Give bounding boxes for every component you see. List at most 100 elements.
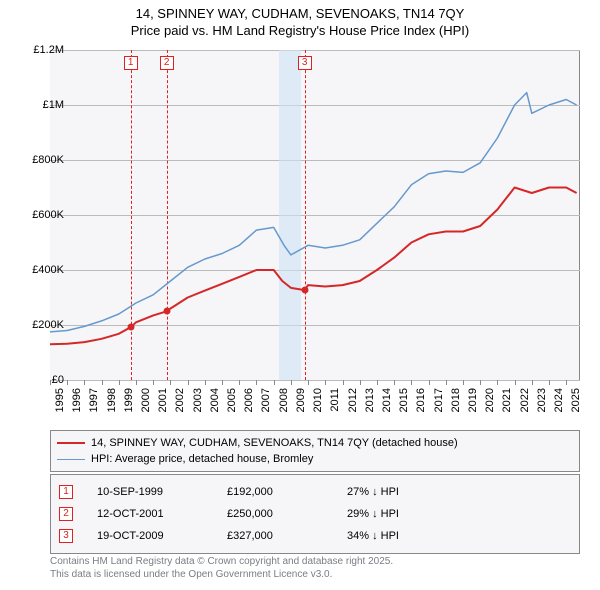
x-tick <box>343 380 344 385</box>
sales-table: 1 10-SEP-1999£192,00027% ↓ HPI 2 12-OCT-200… <box>50 474 580 554</box>
x-tick-label: 1996 <box>71 388 83 412</box>
x-tick <box>480 380 481 385</box>
x-tick-label: 2005 <box>226 388 238 412</box>
x-tick <box>274 380 275 385</box>
x-tick-label: 2011 <box>329 388 341 412</box>
x-tick <box>239 380 240 385</box>
x-tick <box>325 380 326 385</box>
sales-row: 2 12-OCT-2001£250,00029% ↓ HPI <box>59 503 571 525</box>
sales-date: 19-OCT-2009 <box>97 530 227 542</box>
plot-area: 123 199519961997199819992000200120022003… <box>50 50 580 380</box>
x-tick <box>170 380 171 385</box>
sales-date: 12-OCT-2001 <box>97 508 227 520</box>
x-tick-label: 2016 <box>415 388 427 412</box>
legend-label: 14, SPINNEY WAY, CUDHAM, SEVENOAKS, TN14… <box>91 437 458 449</box>
chart-container: 14, SPINNEY WAY, CUDHAM, SEVENOAKS, TN14… <box>0 0 600 590</box>
x-tick-label: 1998 <box>106 388 118 412</box>
series-hpi <box>50 93 577 332</box>
title-line-2: Price paid vs. HM Land Registry's House … <box>0 23 600 40</box>
event-marker: 2 <box>160 56 174 70</box>
legend: 14, SPINNEY WAY, CUDHAM, SEVENOAKS, TN14… <box>50 430 580 472</box>
legend-item: HPI: Average price, detached house, Brom… <box>57 451 573 467</box>
x-tick <box>549 380 550 385</box>
y-tick-label: £0 <box>18 374 64 386</box>
x-tick-label: 2024 <box>553 388 565 412</box>
legend-label: HPI: Average price, detached house, Brom… <box>91 453 313 465</box>
series-price_paid <box>50 188 577 345</box>
sales-pct: 27% ↓ HPI <box>347 486 457 498</box>
x-tick-label: 2015 <box>398 388 410 412</box>
x-tick-label: 2025 <box>570 388 582 412</box>
x-tick-label: 2009 <box>295 388 307 412</box>
title-line-1: 14, SPINNEY WAY, CUDHAM, SEVENOAKS, TN14… <box>0 6 600 23</box>
x-tick-label: 2000 <box>140 388 152 412</box>
x-tick <box>515 380 516 385</box>
x-tick <box>429 380 430 385</box>
x-tick-label: 2013 <box>364 388 376 412</box>
x-tick <box>102 380 103 385</box>
sales-marker: 1 <box>59 485 73 499</box>
y-tick-label: £200K <box>18 319 64 331</box>
x-tick-label: 2018 <box>450 388 462 412</box>
title-block: 14, SPINNEY WAY, CUDHAM, SEVENOAKS, TN14… <box>0 0 600 40</box>
x-tick-label: 2003 <box>192 388 204 412</box>
x-tick <box>308 380 309 385</box>
x-tick-label: 2019 <box>467 388 479 412</box>
x-tick <box>497 380 498 385</box>
y-tick-label: £1.2M <box>18 44 64 56</box>
x-tick-label: 1995 <box>54 388 66 412</box>
event-marker: 1 <box>124 56 138 70</box>
x-tick-label: 2012 <box>347 388 359 412</box>
attribution-line-1: Contains HM Land Registry data © Crown c… <box>50 556 580 569</box>
x-tick-label: 2014 <box>381 388 393 412</box>
x-tick <box>256 380 257 385</box>
x-tick <box>394 380 395 385</box>
sale-point <box>127 324 134 331</box>
x-tick <box>291 380 292 385</box>
sale-point <box>301 287 308 294</box>
x-tick <box>532 380 533 385</box>
x-tick <box>136 380 137 385</box>
sales-row: 1 10-SEP-1999£192,00027% ↓ HPI <box>59 481 571 503</box>
x-tick-label: 1997 <box>88 388 100 412</box>
attribution: Contains HM Land Registry data © Crown c… <box>50 556 580 581</box>
event-marker: 3 <box>298 56 312 70</box>
sales-row: 3 19-OCT-2009£327,00034% ↓ HPI <box>59 525 571 547</box>
sales-price: £192,000 <box>227 486 347 498</box>
x-tick-label: 2008 <box>278 388 290 412</box>
x-tick-label: 2007 <box>260 388 272 412</box>
sales-price: £250,000 <box>227 508 347 520</box>
x-tick-label: 2022 <box>519 388 531 412</box>
x-tick-label: 1999 <box>123 388 135 412</box>
x-tick <box>463 380 464 385</box>
x-tick <box>446 380 447 385</box>
sales-pct: 29% ↓ HPI <box>347 508 457 520</box>
attribution-line-2: This data is licensed under the Open Gov… <box>50 569 580 582</box>
x-tick <box>84 380 85 385</box>
x-tick <box>205 380 206 385</box>
x-tick <box>566 380 567 385</box>
sales-pct: 34% ↓ HPI <box>347 530 457 542</box>
sale-point <box>163 308 170 315</box>
sales-marker: 2 <box>59 507 73 521</box>
sales-date: 10-SEP-1999 <box>97 486 227 498</box>
x-tick-label: 2017 <box>433 388 445 412</box>
x-tick <box>360 380 361 385</box>
sales-price: £327,000 <box>227 530 347 542</box>
sales-marker: 3 <box>59 529 73 543</box>
x-tick-label: 2006 <box>243 388 255 412</box>
y-tick-label: £400K <box>18 264 64 276</box>
legend-swatch <box>57 459 85 460</box>
x-tick <box>411 380 412 385</box>
x-tick <box>67 380 68 385</box>
x-tick-label: 2020 <box>484 388 496 412</box>
gridline <box>50 380 580 381</box>
x-tick-label: 2001 <box>157 388 169 412</box>
y-tick-label: £1M <box>18 99 64 111</box>
x-tick-label: 2023 <box>536 388 548 412</box>
x-tick <box>377 380 378 385</box>
y-tick-label: £600K <box>18 209 64 221</box>
y-tick-label: £800K <box>18 154 64 166</box>
x-tick-label: 2021 <box>501 388 513 412</box>
x-tick <box>188 380 189 385</box>
